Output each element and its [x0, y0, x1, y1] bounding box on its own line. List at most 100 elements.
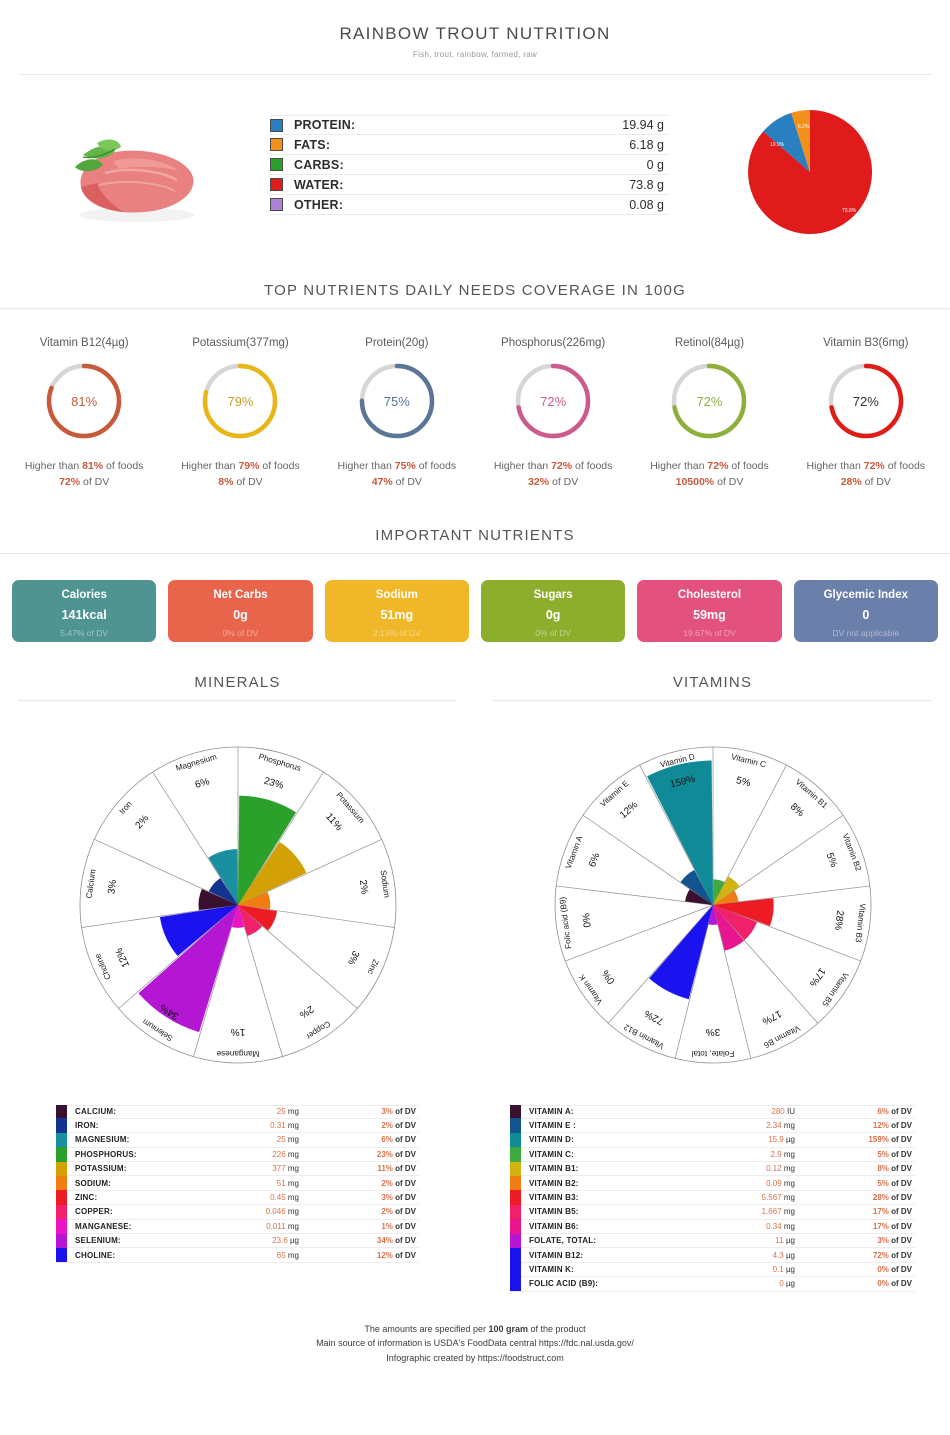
- svg-text:6%: 6%: [193, 776, 210, 791]
- nutrient-dv: 23% of DV: [376, 1149, 416, 1159]
- vitamins-legend-row: FOLIC ACID (B9): 0 µg 0% of DV: [510, 1276, 915, 1292]
- macro-row-protein: PROTEIN: 19.94 g: [270, 115, 670, 135]
- vitamins-legend-row: FOLATE, TOTAL: 11 µg 3% of DV: [510, 1233, 915, 1249]
- dv-percent: 10500%: [675, 475, 715, 488]
- ring-percent: 72%: [540, 393, 567, 409]
- nutrient-dv: 17% of DV: [872, 1207, 912, 1217]
- vitamins-legend-row: VITAMIN K: 0.1 µg 0% of DV: [510, 1262, 915, 1278]
- dv-percent: 8%: [218, 475, 234, 488]
- swatch-carbs: [270, 158, 283, 171]
- nutrient-name: VITAMIN B6:: [529, 1221, 579, 1231]
- nutrient-dv: 5% of DV: [877, 1178, 912, 1188]
- card-title: Sodium: [375, 588, 418, 601]
- legend-color-swatch: [510, 1219, 521, 1234]
- higher-percent: 72%: [707, 460, 729, 472]
- higher-suffix: of foods: [418, 460, 457, 472]
- ring-percent: 72%: [696, 393, 723, 409]
- svg-text:Vitamin B2: Vitamin B2: [840, 832, 863, 872]
- higher-prefix: Higher than: [24, 460, 80, 472]
- top-nutrients-rings: Vitamin B12(4µg) 81% Higher than 81% of …: [0, 309, 950, 491]
- ring-label: Potassium(377mg): [192, 337, 289, 349]
- footer-line-2: Main source of information is USDA's Foo…: [316, 1338, 634, 1349]
- vitamins-legend-row: VITAMIN B2: 0.09 mg 5% of DV: [510, 1175, 915, 1191]
- nutrient-dv: 72% of DV: [872, 1250, 912, 1260]
- higher-percent: 72%: [863, 460, 885, 472]
- legend-color-swatch: [510, 1161, 521, 1176]
- legend-color-swatch: [56, 1104, 67, 1119]
- nutrient-ring-phosphorus: Phosphorus(226mg) 72% Higher than 72% of…: [475, 337, 631, 491]
- pie-label-protein: 19.9%: [770, 142, 785, 148]
- vitamins-column: VITAMINS Vitamin C 5% Vitamin B1 8% Vitamin …: [475, 674, 950, 1292]
- svg-text:0%: 0%: [581, 912, 594, 928]
- nutrient-name: FOLIC ACID (B9):: [529, 1279, 599, 1289]
- nutrient-amount: 11 µg: [775, 1236, 795, 1246]
- legend-color-swatch: [56, 1118, 67, 1133]
- card-title: Cholesterol: [677, 588, 742, 601]
- macro-row-carbs: CARBS: 0 g: [270, 155, 670, 175]
- nutrient-dv: 11% of DV: [377, 1164, 416, 1174]
- nutrient-name: COPPER:: [75, 1207, 113, 1217]
- nutrient-amount: 25 mg: [276, 1107, 299, 1117]
- svg-text:72%: 72%: [642, 1007, 665, 1026]
- footer-line-3: Infographic created by https://foodstruc…: [386, 1353, 564, 1364]
- pie-label-fats: 6.2%: [798, 124, 810, 130]
- nutrient-dv: 3% of DV: [381, 1193, 416, 1203]
- svg-text:8%: 8%: [787, 801, 805, 819]
- svg-text:5%: 5%: [823, 851, 838, 869]
- higher-suffix: of foods: [731, 460, 769, 472]
- minerals-legend-row: CALCIUM: 25 mg 3% of DV: [56, 1104, 419, 1119]
- nutrient-amount: 0.12 mg: [766, 1164, 795, 1174]
- higher-suffix: of foods: [887, 460, 926, 472]
- page-subtitle: Fish, trout, rainbow, farmed, raw: [412, 50, 538, 59]
- section-divider: [493, 699, 932, 701]
- higher-suffix: of foods: [262, 460, 300, 472]
- vitamins-legend-row: VITAMIN B6: 0.34 mg 17% of DV: [510, 1219, 915, 1235]
- nutrient-amount: 0.45 mg: [270, 1193, 299, 1203]
- ring-footnote: Higher than 75% of foods 47% of DV: [319, 459, 475, 491]
- card-title: Net Carbs: [213, 588, 268, 601]
- nutrient-dv: 28% of DV: [872, 1193, 912, 1203]
- nutrient-amount: 51 mg: [276, 1178, 299, 1188]
- nutrient-ring-potassium: Potassium(377mg) 79% Higher than 79% of …: [162, 337, 318, 491]
- nutrient-name: VITAMIN C:: [529, 1149, 574, 1159]
- nutrient-name: VITAMIN B3:: [529, 1193, 579, 1203]
- section-divider: [0, 308, 950, 309]
- card-title: Glycemic Index: [823, 588, 908, 601]
- nutrient-ring-vitamin-b3: Vitamin B3(6mg) 72% Higher than 72% of f…: [788, 337, 944, 491]
- vitamins-legend-row: VITAMIN D: 15.9 µg 159% of DV: [510, 1132, 915, 1148]
- legend-color-swatch: [56, 1247, 67, 1263]
- dv-suffix: of DV: [717, 475, 744, 488]
- important-nutrients-cards: Calories 141kcal 5.47% of DV Net Carbs 0…: [0, 554, 950, 642]
- nutrient-name: CHOLINE:: [75, 1250, 116, 1260]
- nutrient-dv: 6% of DV: [381, 1135, 416, 1145]
- svg-text:Vitamin B6: Vitamin B6: [762, 1023, 802, 1050]
- minerals-legend-row: POTASSIUM: 377 mg 11% of DV: [56, 1161, 419, 1177]
- macronutrient-pie-chart: 73.8% 19.9% 6.2%: [670, 97, 950, 240]
- legend-color-swatch: [510, 1147, 521, 1162]
- header-divider: [18, 74, 932, 75]
- legend-color-swatch: [510, 1118, 521, 1133]
- minerals-polar-chart: Phosphorus 23% Potassium 11% Sodium 2% Zinc 3% C…: [0, 701, 475, 1095]
- nutrient-name: CALCIUM:: [75, 1107, 117, 1117]
- nutrient-dv: 8% of DV: [877, 1164, 912, 1174]
- page-title: RAINBOW TROUT NUTRITION: [339, 24, 611, 43]
- svg-text:Calcium: Calcium: [84, 868, 97, 899]
- nutrient-dv: 1% of DV: [381, 1221, 416, 1231]
- ring-gauge: 75%: [355, 359, 439, 443]
- nutrient-dv: 0% of DV: [877, 1264, 912, 1274]
- minerals-legend-row: ZINC: 0.45 mg 3% of DV: [56, 1190, 419, 1206]
- nutrient-amount: 65 mg: [276, 1250, 299, 1260]
- card-dv: 5.47% of DV: [60, 627, 109, 638]
- minerals-legend-row: CHOLINE: 65 mg 12% of DV: [56, 1247, 419, 1263]
- legend-color-swatch: [56, 1204, 67, 1220]
- macro-label: FATS:: [294, 137, 331, 152]
- nutrient-amount: 377 mg: [272, 1164, 299, 1174]
- dv-suffix: of DV: [551, 475, 579, 488]
- svg-text:0%: 0%: [600, 967, 617, 985]
- nutrient-card-cholesterol: Cholesterol 59mg 19.67% of DV: [637, 579, 782, 642]
- legend-color-swatch: [510, 1247, 521, 1263]
- ring-footnote: Higher than 72% of foods 10500% of DV: [631, 459, 787, 491]
- food-photo: [0, 97, 270, 225]
- nutrient-ring-protein: Protein(20g) 75% Higher than 75% of food…: [319, 337, 475, 491]
- legend-color-swatch: [510, 1175, 521, 1191]
